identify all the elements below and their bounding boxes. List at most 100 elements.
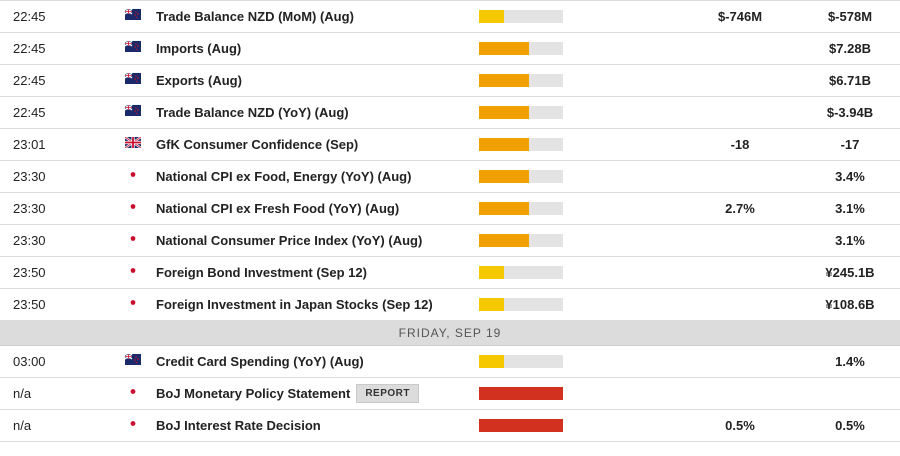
japan-flag-icon xyxy=(125,169,141,180)
previous-value: $6.71B xyxy=(829,73,871,88)
actual-value: $-746M xyxy=(717,9,763,24)
impact-bar xyxy=(479,42,563,55)
event-time: 23:01 xyxy=(13,137,46,152)
event-name[interactable]: Credit Card Spending (YoY) (Aug) xyxy=(156,354,364,369)
impact-bar-fill xyxy=(479,234,530,247)
events-group-friday: 03:00 Credit Card Spending (YoY) (Aug) 1.4… xyxy=(0,346,900,442)
impact-bar-fill xyxy=(479,74,530,87)
event-time: 23:30 xyxy=(13,169,46,184)
previous-value: 0.5% xyxy=(835,418,865,433)
impact-bar xyxy=(479,234,563,247)
event-time: 22:45 xyxy=(13,41,46,56)
event-row[interactable]: 22:45 Trade Balance NZD (MoM) (Aug) $-746M… xyxy=(0,1,900,33)
actual-value xyxy=(700,346,780,377)
impact-bar-fill xyxy=(479,42,530,55)
impact-bar xyxy=(479,74,563,87)
previous-value: -17 xyxy=(840,137,860,152)
impact-bar-fill xyxy=(479,170,530,183)
impact-bar xyxy=(479,138,563,151)
actual-value xyxy=(700,65,780,96)
impact-bar xyxy=(479,202,563,215)
actual-value xyxy=(700,378,780,409)
event-name[interactable]: Imports (Aug) xyxy=(156,41,242,56)
event-time: 23:50 xyxy=(13,265,46,280)
impact-bar xyxy=(479,387,563,400)
japan-flag-icon xyxy=(125,201,141,212)
new-zealand-flag-icon xyxy=(125,41,141,52)
previous-value: 3.1% xyxy=(835,233,865,248)
previous-value: ¥108.6B xyxy=(825,297,875,312)
event-row[interactable]: 03:00 Credit Card Spending (YoY) (Aug) 1.4… xyxy=(0,346,900,378)
event-row[interactable]: 23:01 GfK Consumer Confidence (Sep) -18 -17 xyxy=(0,129,900,161)
impact-bar xyxy=(479,419,563,432)
previous-value: $-578M xyxy=(827,9,873,24)
impact-bar xyxy=(479,266,563,279)
impact-bar xyxy=(479,10,563,23)
impact-bar xyxy=(479,170,563,183)
event-time: 22:45 xyxy=(13,9,46,24)
japan-flag-icon xyxy=(125,418,141,429)
event-time: 23:30 xyxy=(13,233,46,248)
actual-value: -18 xyxy=(730,137,750,152)
previous-value: 3.1% xyxy=(835,201,865,216)
previous-value: 3.4% xyxy=(835,169,865,184)
actual-value xyxy=(700,225,780,256)
event-row[interactable]: 23:30 National CPI ex Fresh Food (YoY) (A… xyxy=(0,193,900,225)
day-separator-label: FRIDAY, SEP 19 xyxy=(398,326,502,340)
actual-value xyxy=(700,257,780,288)
event-name[interactable]: Foreign Investment in Japan Stocks (Sep … xyxy=(156,297,433,312)
japan-flag-icon xyxy=(125,233,141,244)
event-time: n/a xyxy=(13,386,32,401)
new-zealand-flag-icon xyxy=(125,354,141,365)
impact-bar-fill xyxy=(479,106,530,119)
japan-flag-icon xyxy=(125,386,141,397)
event-name[interactable]: Trade Balance NZD (YoY) (Aug) xyxy=(156,105,349,120)
event-name[interactable]: BoJ Monetary Policy Statement xyxy=(156,386,351,401)
impact-bar xyxy=(479,106,563,119)
event-name[interactable]: National Consumer Price Index (YoY) (Aug… xyxy=(156,233,423,248)
event-name[interactable]: Exports (Aug) xyxy=(156,73,242,88)
event-time: 23:30 xyxy=(13,201,46,216)
event-time: 22:45 xyxy=(13,105,46,120)
actual-value xyxy=(700,97,780,128)
japan-flag-icon xyxy=(125,265,141,276)
impact-bar-fill xyxy=(479,298,505,311)
event-row[interactable]: 23:30 National CPI ex Food, Energy (YoY) … xyxy=(0,161,900,193)
new-zealand-flag-icon xyxy=(125,105,141,116)
event-row[interactable]: 23:50 Foreign Investment in Japan Stocks … xyxy=(0,289,900,321)
event-time: 03:00 xyxy=(13,354,46,369)
impact-bar xyxy=(479,298,563,311)
event-time: 23:50 xyxy=(13,297,46,312)
event-name[interactable]: Trade Balance NZD (MoM) (Aug) xyxy=(156,9,354,24)
event-row[interactable]: 22:45 Trade Balance NZD (YoY) (Aug) $-3.94… xyxy=(0,97,900,129)
event-time: 22:45 xyxy=(13,73,46,88)
previous-value xyxy=(810,378,890,409)
actual-value: 0.5% xyxy=(725,418,755,433)
impact-bar-fill xyxy=(479,419,563,432)
new-zealand-flag-icon xyxy=(125,73,141,84)
impact-bar-fill xyxy=(479,202,530,215)
actual-value xyxy=(700,33,780,64)
impact-bar-fill xyxy=(479,10,505,23)
previous-value: $7.28B xyxy=(829,41,871,56)
impact-bar-fill xyxy=(479,266,505,279)
report-button[interactable]: REPORT xyxy=(356,384,419,403)
events-group-thursday: 22:45 Trade Balance NZD (MoM) (Aug) $-746M… xyxy=(0,1,900,321)
event-row[interactable]: n/a BoJ Monetary Policy Statement REPORT xyxy=(0,378,900,410)
event-row[interactable]: 22:45 Exports (Aug) $6.71B xyxy=(0,65,900,97)
event-row[interactable]: 23:30 National Consumer Price Index (YoY)… xyxy=(0,225,900,257)
event-name[interactable]: GfK Consumer Confidence (Sep) xyxy=(156,137,359,152)
impact-bar-fill xyxy=(479,387,563,400)
previous-value: $-3.94B xyxy=(826,105,874,120)
event-row[interactable]: n/a BoJ Interest Rate Decision 0.5% 0.5% xyxy=(0,410,900,442)
event-row[interactable]: 23:50 Foreign Bond Investment (Sep 12) ¥24… xyxy=(0,257,900,289)
event-name[interactable]: National CPI ex Fresh Food (YoY) (Aug) xyxy=(156,201,400,216)
united-kingdom-flag-icon xyxy=(125,137,141,148)
event-row[interactable]: 22:45 Imports (Aug) $7.28B xyxy=(0,33,900,65)
event-name[interactable]: BoJ Interest Rate Decision xyxy=(156,418,321,433)
previous-value: ¥245.1B xyxy=(825,265,875,280)
event-name[interactable]: Foreign Bond Investment (Sep 12) xyxy=(156,265,367,280)
day-separator: FRIDAY, SEP 19 xyxy=(0,321,900,346)
event-name[interactable]: National CPI ex Food, Energy (YoY) (Aug) xyxy=(156,169,412,184)
impact-bar-fill xyxy=(479,355,505,368)
